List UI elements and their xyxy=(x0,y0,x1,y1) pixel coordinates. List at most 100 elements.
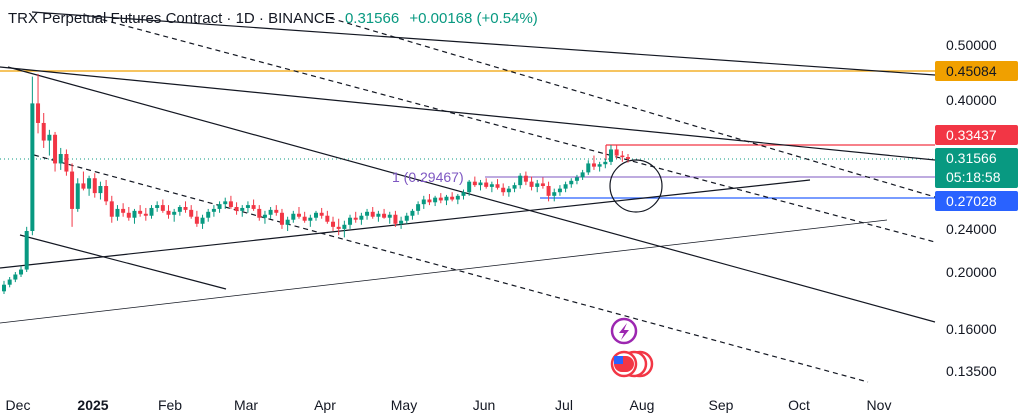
candle-body xyxy=(472,181,477,186)
price-badges: 0.45084 0.33437 0.31566 05:18:58 0.27028 xyxy=(935,61,1018,211)
candle-body xyxy=(172,211,177,215)
candle-body xyxy=(132,210,137,218)
trend-line xyxy=(0,219,888,324)
countdown-timer: 05:18:58 xyxy=(946,169,1001,185)
trend-line xyxy=(0,66,936,161)
candle-body xyxy=(75,183,80,209)
candle-body xyxy=(194,216,199,224)
candle-body xyxy=(586,163,591,173)
candle-body xyxy=(438,197,443,201)
lightning-bolt xyxy=(619,323,629,340)
candle-body xyxy=(501,187,506,193)
candle-body xyxy=(461,192,466,196)
time-tick-label: 2025 xyxy=(77,397,108,413)
price-change: +0.00168 (+0.54%) xyxy=(409,10,538,27)
candle-body xyxy=(70,171,75,209)
candle-body xyxy=(2,284,6,292)
candle-body xyxy=(518,175,523,186)
candle-body xyxy=(262,214,267,218)
candles-layer xyxy=(2,73,630,295)
price-badge-value: 0.33437 xyxy=(946,127,997,143)
candle-body xyxy=(279,212,284,225)
candle-body xyxy=(314,212,318,218)
candle-body xyxy=(467,181,472,193)
candle-body xyxy=(308,217,313,221)
candle-body xyxy=(620,155,625,158)
candle-body xyxy=(268,209,273,215)
candle-body xyxy=(13,274,18,280)
price-badge-orange xyxy=(935,61,1018,81)
candle-body xyxy=(234,207,239,211)
highlight-circle xyxy=(609,159,663,213)
candle-body xyxy=(597,164,602,167)
candle-body xyxy=(563,184,568,189)
candle-body xyxy=(421,199,426,205)
candle-body xyxy=(404,215,409,221)
candle-body xyxy=(455,195,460,200)
candle-body xyxy=(489,184,494,187)
candle-body xyxy=(138,210,143,214)
candle-body xyxy=(382,213,387,218)
time-axis[interactable]: Dec 2025 Feb Mar Apr May Jun Jul Aug Sep Oct Nov xyxy=(6,397,892,413)
price-tick-label: 0.13500 xyxy=(946,363,997,379)
price-badge-value: 0.27028 xyxy=(946,193,997,209)
time-tick-label: Oct xyxy=(788,397,810,413)
price-axis[interactable]: 0.50000 0.40000 0.24000 0.20000 0.16000 0.135… xyxy=(946,37,997,379)
price-tick-label: 0.20000 xyxy=(946,264,997,280)
event-icons[interactable] xyxy=(610,317,654,378)
candle-body xyxy=(319,212,324,216)
candle-body xyxy=(365,211,370,216)
time-tick-label: Sep xyxy=(709,397,734,413)
candle-body xyxy=(291,213,296,220)
candle-body xyxy=(535,183,540,187)
candle-body xyxy=(104,186,109,202)
candle-body xyxy=(506,188,511,193)
candle-body xyxy=(387,214,392,218)
price-badge-green xyxy=(935,148,1018,188)
candle-body xyxy=(285,219,290,225)
fib-annotation: 1 (0.29467) xyxy=(392,169,464,185)
candle-body xyxy=(240,207,245,211)
candle-body xyxy=(336,226,341,229)
price-badge-value: 0.45084 xyxy=(946,63,997,79)
candle-body xyxy=(257,208,262,218)
chart-header: TRX Perpetual Futures Contract · 1D · BI… xyxy=(8,10,538,27)
trend-line xyxy=(7,66,936,323)
time-tick-label: May xyxy=(391,397,417,413)
price-tick-label: 0.24000 xyxy=(946,221,997,237)
candle-body xyxy=(149,207,154,216)
time-tick-label: Jun xyxy=(473,397,496,413)
candle-body xyxy=(410,210,415,216)
candle-body xyxy=(591,163,596,167)
candle-body xyxy=(359,215,364,220)
candle-body xyxy=(433,197,438,203)
candle-body xyxy=(177,207,182,212)
candle-body xyxy=(557,188,562,193)
candle-body xyxy=(546,186,551,196)
time-tick-label: Mar xyxy=(234,397,258,413)
candle-body xyxy=(47,134,52,141)
candle-body xyxy=(92,178,97,194)
candle-body xyxy=(143,213,148,216)
price-tick-label: 0.40000 xyxy=(946,92,997,108)
candle-body xyxy=(302,216,307,221)
candle-body xyxy=(115,208,120,217)
candle-body xyxy=(370,211,375,217)
candle-body xyxy=(189,209,194,217)
candle-body xyxy=(353,217,358,220)
candle-body xyxy=(211,208,216,212)
candle-body xyxy=(274,209,279,213)
dashed-trend-line xyxy=(329,17,936,198)
candle-body xyxy=(58,154,63,164)
candle-body xyxy=(126,212,131,218)
time-tick-label: Dec xyxy=(6,397,31,413)
price-badge-value: 0.31566 xyxy=(946,150,997,166)
candle-body xyxy=(376,213,381,217)
candle-body xyxy=(183,207,188,210)
candle-body xyxy=(87,178,92,189)
price-badge-red xyxy=(935,125,1018,145)
time-tick-label: Jul xyxy=(555,397,573,413)
candle-body xyxy=(109,201,114,217)
symbol-title: TRX Perpetual Futures Contract · 1D · BI… xyxy=(8,10,335,27)
